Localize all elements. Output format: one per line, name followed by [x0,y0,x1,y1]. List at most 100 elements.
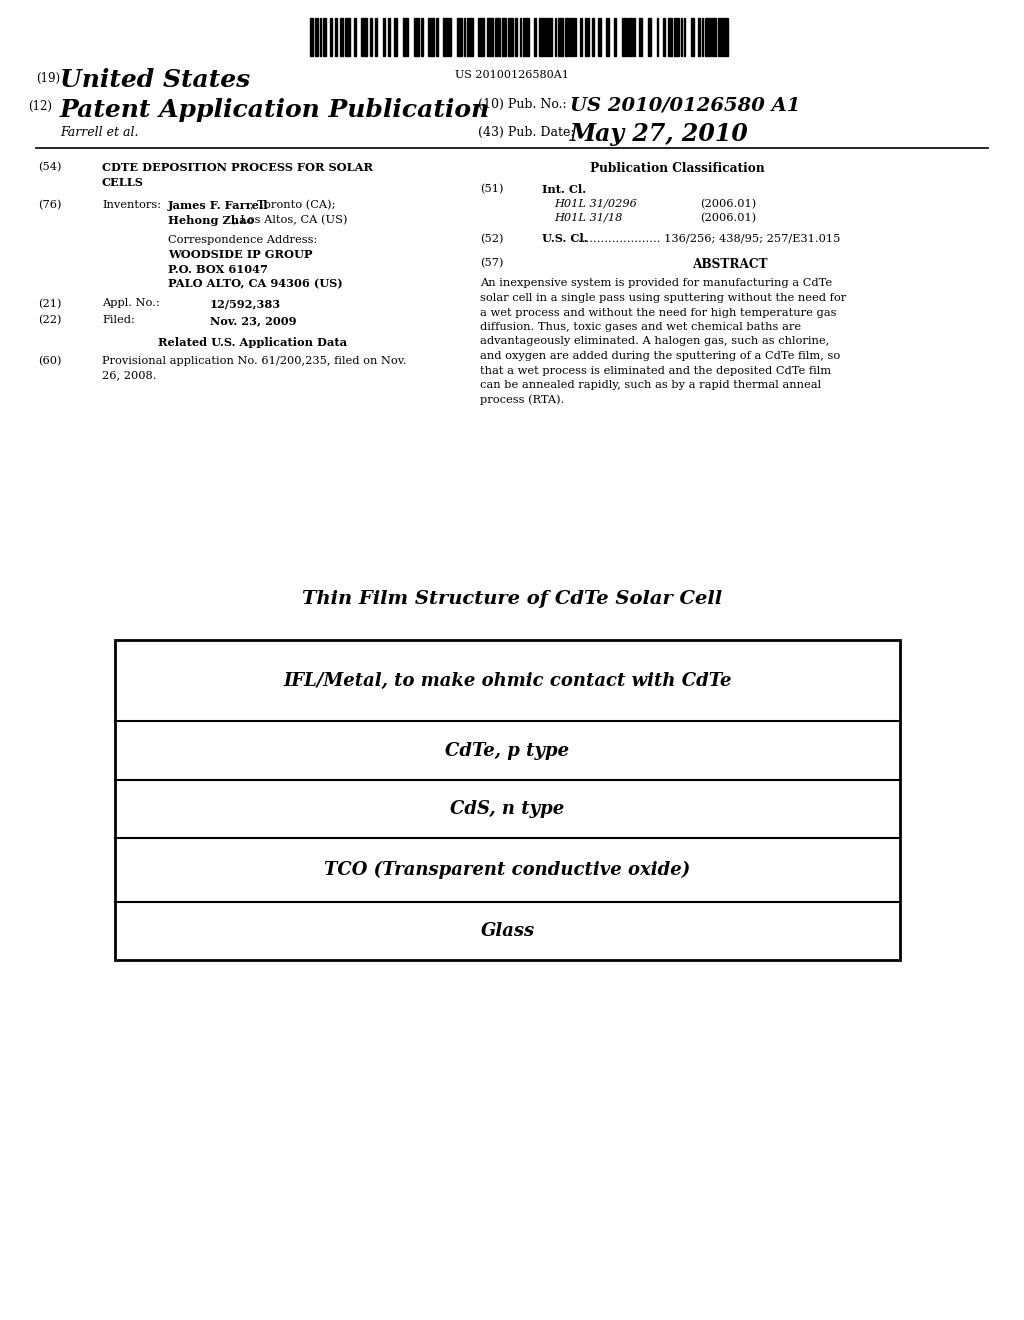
Bar [697,18,699,55]
Text: H01L 31/18: H01L 31/18 [554,213,623,223]
Text: Provisional application No. 61/200,235, filed on Nov.: Provisional application No. 61/200,235, … [102,356,407,366]
Text: ...................... 136/256; 438/95; 257/E31.015: ...................... 136/256; 438/95; … [578,234,841,243]
Text: U.S. Cl.: U.S. Cl. [542,234,588,244]
Text: (60): (60) [38,356,61,367]
Bar [371,18,372,55]
Text: , Toronto (CA);: , Toronto (CA); [250,201,336,210]
Text: TCO (Transparent conductive oxide): TCO (Transparent conductive oxide) [325,861,690,879]
Bar [495,18,500,55]
Bar [361,18,367,55]
Text: PALO ALTO, CA 94306 (US): PALO ALTO, CA 94306 (US) [168,279,343,289]
Text: Inventors:: Inventors: [102,201,161,210]
Text: (2006.01): (2006.01) [700,213,757,223]
Text: (52): (52) [480,234,504,244]
Text: Filed:: Filed: [102,315,135,325]
Bar [555,18,556,55]
Bar [540,18,545,55]
Text: IFL/Metal, to make ohmic contact with CdTe: IFL/Metal, to make ohmic contact with Cd… [284,672,732,690]
Bar [487,18,493,55]
Bar [535,18,536,55]
Text: a wet process and without the need for high temperature gas: a wet process and without the need for h… [480,308,837,318]
Bar [467,18,473,55]
Text: US 2010/0126580 A1: US 2010/0126580 A1 [570,96,801,114]
Bar [315,18,317,55]
Bar [606,18,608,55]
Bar [502,18,506,55]
Text: process (RTA).: process (RTA). [480,395,564,405]
Text: (57): (57) [480,257,504,268]
Text: advantageously eliminated. A halogen gas, such as chlorine,: advantageously eliminated. A halogen gas… [480,337,829,346]
Text: diffusion. Thus, toxic gases and wet chemical baths are: diffusion. Thus, toxic gases and wet che… [480,322,801,333]
Text: P.O. BOX 61047: P.O. BOX 61047 [168,264,268,275]
Text: (2006.01): (2006.01) [700,198,757,209]
Bar [340,18,343,55]
Text: Farrell et al.: Farrell et al. [60,125,138,139]
Bar [345,18,350,55]
Text: (19): (19) [36,73,60,84]
Text: Nov. 23, 2009: Nov. 23, 2009 [210,315,297,326]
Bar [383,18,385,55]
Bar [435,18,437,55]
Text: (22): (22) [38,315,61,325]
Bar [622,18,627,55]
Text: Appl. No.:: Appl. No.: [102,298,160,309]
Bar [478,18,483,55]
Bar [428,18,433,55]
Bar [457,18,463,55]
Bar [319,18,321,55]
Text: Patent Application Publication: Patent Application Publication [60,98,490,121]
Bar [674,18,679,55]
Text: 12/592,383: 12/592,383 [210,298,282,309]
Bar [592,18,594,55]
Bar [330,18,332,55]
Text: (10) Pub. No.:: (10) Pub. No.: [478,98,566,111]
Bar [598,18,601,55]
Text: (76): (76) [38,201,61,210]
Bar [718,18,721,55]
Text: Glass: Glass [480,921,535,940]
Text: 26, 2008.: 26, 2008. [102,371,157,380]
Text: An inexpensive system is provided for manufacturing a CdTe: An inexpensive system is provided for ma… [480,279,833,289]
Text: , Los Altos, CA (US): , Los Altos, CA (US) [233,214,347,224]
Text: and oxygen are added during the sputtering of a CdTe film, so: and oxygen are added during the sputteri… [480,351,841,360]
Text: CdS, n type: CdS, n type [451,800,564,817]
Text: H01L 31/0296: H01L 31/0296 [554,198,637,209]
Bar [712,18,716,55]
Bar [647,18,651,55]
Text: Int. Cl.: Int. Cl. [542,183,586,195]
Bar [115,640,900,960]
Bar [681,18,682,55]
Bar [310,18,313,55]
Bar [558,18,563,55]
Bar [414,18,419,55]
Text: CDTE DEPOSITION PROCESS FOR SOLAR: CDTE DEPOSITION PROCESS FOR SOLAR [102,162,373,173]
Text: CELLS: CELLS [102,177,144,187]
Bar [464,18,465,55]
Bar [656,18,658,55]
Bar [664,18,665,55]
Bar [574,18,577,55]
Bar [633,18,635,55]
Text: Hehong Zhao: Hehong Zhao [168,214,254,226]
Bar [523,18,529,55]
Bar [336,18,338,55]
Bar [570,18,573,55]
Bar [443,18,449,55]
Text: that a wet process is eliminated and the deposited CdTe film: that a wet process is eliminated and the… [480,366,831,375]
Text: Related U.S. Application Data: Related U.S. Application Data [158,338,347,348]
Text: May 27, 2010: May 27, 2010 [570,121,749,147]
Text: Thin Film Structure of CdTe Solar Cell: Thin Film Structure of CdTe Solar Cell [302,590,722,609]
Text: can be annealed rapidly, such as by a rapid thermal anneal: can be annealed rapidly, such as by a ra… [480,380,821,389]
Text: (51): (51) [480,183,504,194]
Bar [354,18,356,55]
Text: (43) Pub. Date:: (43) Pub. Date: [478,125,574,139]
Text: (12): (12) [28,100,52,114]
Bar [514,18,516,55]
Text: solar cell in a single pass using sputtering without the need for: solar cell in a single pass using sputte… [480,293,846,304]
Bar [723,18,728,55]
Text: United States: United States [60,69,250,92]
Bar [614,18,616,55]
Text: US 20100126580A1: US 20100126580A1 [455,70,569,81]
Bar [639,18,642,55]
Text: WOODSIDE IP GROUP: WOODSIDE IP GROUP [168,249,312,260]
